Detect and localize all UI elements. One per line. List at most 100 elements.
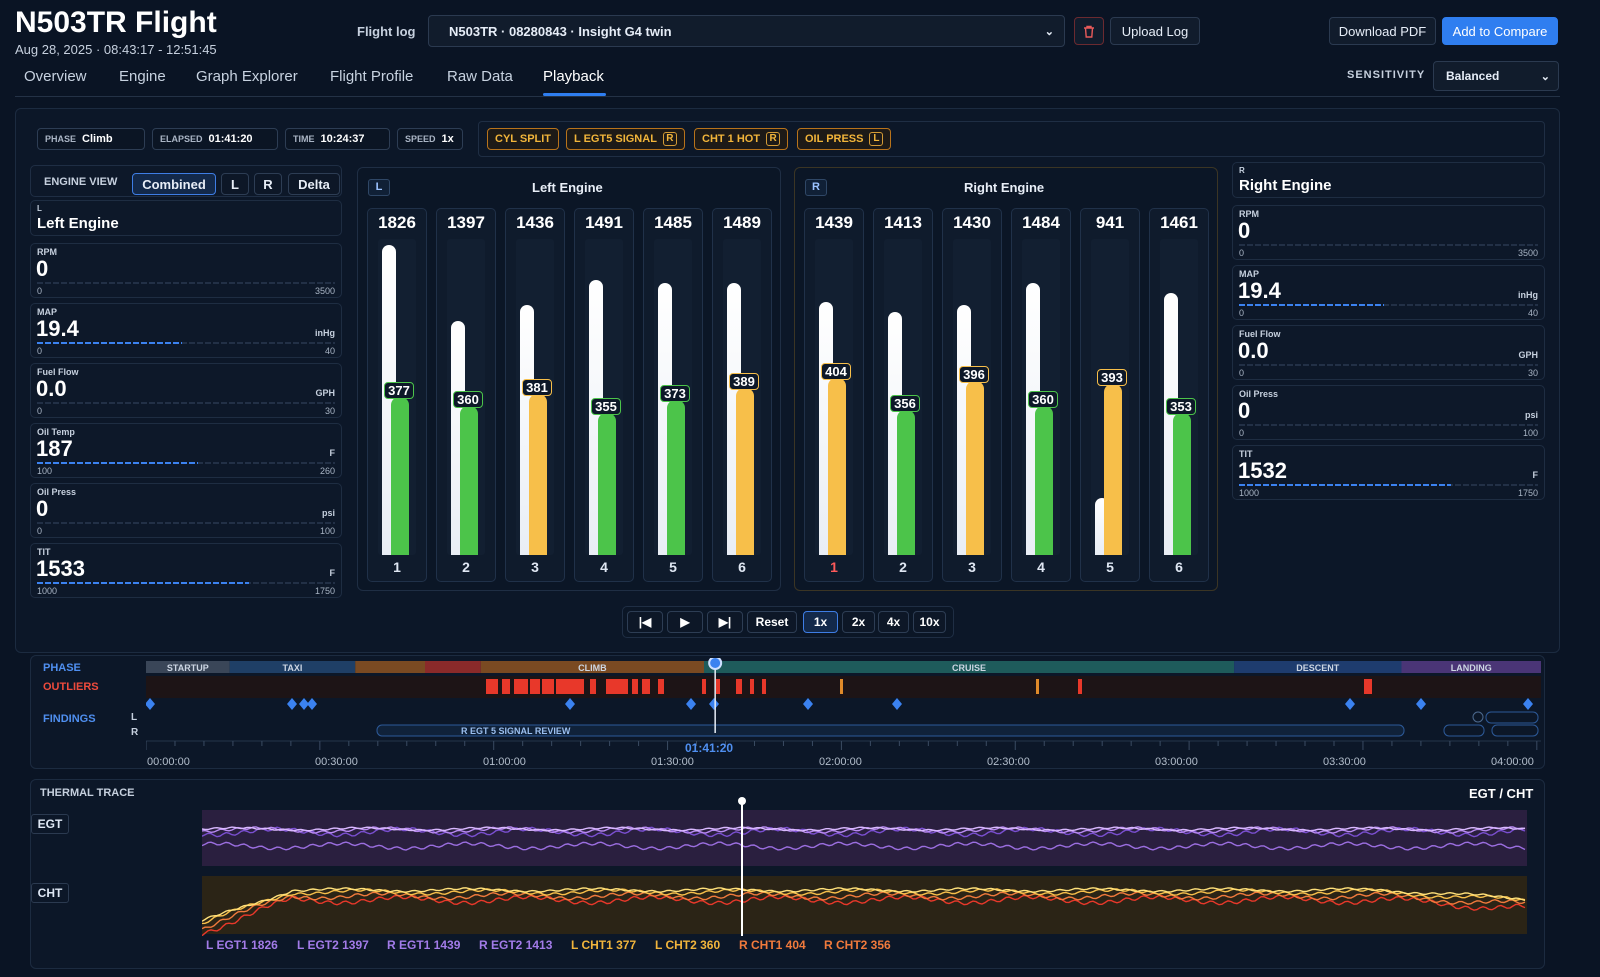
left_engine-cyl-3[interactable]: 1436 381 3 — [505, 208, 565, 582]
skip-end-icon: ▶| — [718, 615, 732, 629]
finding-marker — [565, 698, 575, 710]
left_engine-cyl-4[interactable]: 1491 355 4 — [574, 208, 634, 582]
tab-flight-profile[interactable]: Flight Profile — [330, 68, 414, 85]
gauge-max: 30 — [324, 406, 335, 416]
cht-value: 389 — [729, 372, 759, 390]
gauge-min: 0 — [1239, 308, 1245, 318]
left_engine-cyl-1[interactable]: 1826 377 1 — [367, 208, 427, 582]
page-title: N503TR Flight — [15, 6, 217, 39]
egt-trace — [202, 826, 1526, 838]
egt-value: 1413 — [884, 213, 922, 232]
egt-value: 941 — [1095, 213, 1125, 232]
finding-marker — [892, 698, 902, 710]
outlier-mark — [702, 679, 706, 694]
thermal-trace-chart[interactable] — [202, 796, 1527, 936]
add-to-compare-button[interactable]: Add to Compare — [1442, 17, 1558, 45]
gauge-min: 1000 — [37, 586, 58, 596]
outlier-mark — [642, 679, 650, 694]
right_engine-cyl-5[interactable]: 941 393 5 — [1080, 208, 1140, 582]
skip-end-button[interactable]: ▶| — [707, 611, 743, 633]
cht-value: 381 — [522, 378, 552, 396]
view-delta-button[interactable]: Delta — [288, 173, 340, 195]
right-gauge-oil-press: Oil Press 0 psi 0 100 — [1232, 385, 1545, 440]
gauge-fill — [37, 582, 249, 584]
play-icon: ▶ — [680, 615, 690, 629]
alert-cht1-hot[interactable]: CHT 1 HOT R — [694, 128, 789, 150]
alert-l-egt5-signal[interactable]: L EGT5 SIGNAL R — [566, 128, 685, 150]
play-button[interactable]: ▶ — [667, 611, 703, 633]
legend-item: R CHT1 404 — [739, 938, 806, 952]
timeline-tick-label: 03:00:00 — [1155, 756, 1198, 768]
view-combined-button[interactable]: Combined — [132, 173, 216, 195]
cyl-track: 377 — [378, 239, 416, 555]
outlier-mark — [632, 679, 638, 694]
finding-marker — [299, 698, 309, 710]
egt-value: 1436 — [516, 213, 554, 232]
findings-l-label: L — [131, 712, 138, 723]
delete-log-button[interactable] — [1074, 17, 1104, 45]
cyl-track: 360 — [1022, 239, 1060, 555]
findings-label: FINDINGS — [43, 713, 96, 725]
gauge-max: 1750 — [1517, 488, 1538, 498]
outlier-mark — [1078, 679, 1082, 694]
left-engine-header: L Left Engine — [30, 200, 342, 236]
tab-graph-explorer[interactable]: Graph Explorer — [196, 68, 298, 85]
reset-button[interactable]: Reset — [747, 611, 797, 633]
view-left-button[interactable]: L — [221, 173, 249, 195]
alert-oil-press[interactable]: OIL PRESS L — [797, 128, 892, 150]
finding-span — [1485, 711, 1539, 724]
right_engine-cyl-1[interactable]: 1439 404 1 — [804, 208, 864, 582]
tab-overview[interactable]: Overview — [24, 68, 87, 85]
view-right-button[interactable]: R — [254, 173, 282, 195]
cht-bar — [966, 381, 984, 555]
left-gauge-map: MAP 19.4 inHg 0 40 — [30, 303, 342, 358]
right_engine-cyl-2[interactable]: 1413 356 2 — [873, 208, 933, 582]
tab-raw-data[interactable]: Raw Data — [447, 68, 513, 85]
outlier-mark — [658, 679, 664, 694]
egt-value: 1461 — [1160, 213, 1198, 232]
left_engine-cyl-5[interactable]: 1485 373 5 — [643, 208, 703, 582]
left_engine-cyl-2[interactable]: 1397 360 2 — [436, 208, 496, 582]
gauge-track — [1239, 484, 1538, 486]
phase-segment — [480, 661, 704, 673]
gauge-label: Fuel Flow — [1239, 329, 1281, 339]
right-side-letter: R — [1239, 166, 1245, 175]
cht-bar — [897, 409, 915, 555]
gauge-min: 0 — [37, 406, 43, 416]
sensitivity-select[interactable]: Balanced ⌄ — [1433, 61, 1559, 91]
right_engine-cyl-3[interactable]: 1430 396 3 — [942, 208, 1002, 582]
right_engine-cyl-6[interactable]: 1461 353 6 — [1149, 208, 1209, 582]
left_engine-cyl-6[interactable]: 1489 389 6 — [712, 208, 772, 582]
sensitivity-label: SENSITIVITY — [1347, 69, 1426, 81]
cyl-number: 2 — [462, 559, 470, 575]
gauge-track — [1239, 244, 1538, 246]
cyl-track: 356 — [884, 239, 922, 555]
right_engine-cyl-4[interactable]: 1484 360 4 — [1011, 208, 1071, 582]
cht-bar — [1104, 384, 1122, 555]
upload-log-button[interactable]: Upload Log — [1110, 17, 1200, 45]
gauge-unit: GPH — [1518, 350, 1538, 360]
tab-playback[interactable]: Playback — [543, 68, 604, 85]
speed-1x-button[interactable]: 1x — [803, 611, 838, 633]
outlier-mark — [716, 679, 720, 694]
flight-log-select[interactable]: N503TR · 08280843 · Insight G4 twin ⌄ — [428, 15, 1065, 47]
outlier-mark — [574, 679, 584, 694]
speed-10x-button[interactable]: 10x — [913, 611, 946, 633]
gauge-unit: F — [329, 568, 336, 578]
phase-label: PHASE — [43, 662, 81, 674]
tab-engine[interactable]: Engine — [119, 68, 166, 85]
speed-2x-button[interactable]: 2x — [842, 611, 875, 633]
skip-start-button[interactable]: |◀ — [627, 611, 663, 633]
gauge-track — [37, 402, 335, 404]
tabs-divider — [15, 96, 1560, 97]
speed-4x-button[interactable]: 4x — [878, 611, 909, 633]
outlier-mark — [750, 679, 754, 694]
gauge-max: 100 — [319, 526, 335, 536]
timeline-track[interactable]: STARTUP TAXI CLIMB CRUISE DESCENT LANDING R EG… — [146, 658, 1541, 768]
download-pdf-button[interactable]: Download PDF — [1329, 17, 1436, 45]
cht-value: 353 — [1166, 397, 1196, 415]
legend-item: R EGT2 1413 — [479, 938, 553, 952]
outlier-mark — [840, 679, 843, 694]
egt-trace — [202, 841, 1526, 851]
alert-cyl-split[interactable]: CYL SPLIT — [487, 128, 560, 150]
